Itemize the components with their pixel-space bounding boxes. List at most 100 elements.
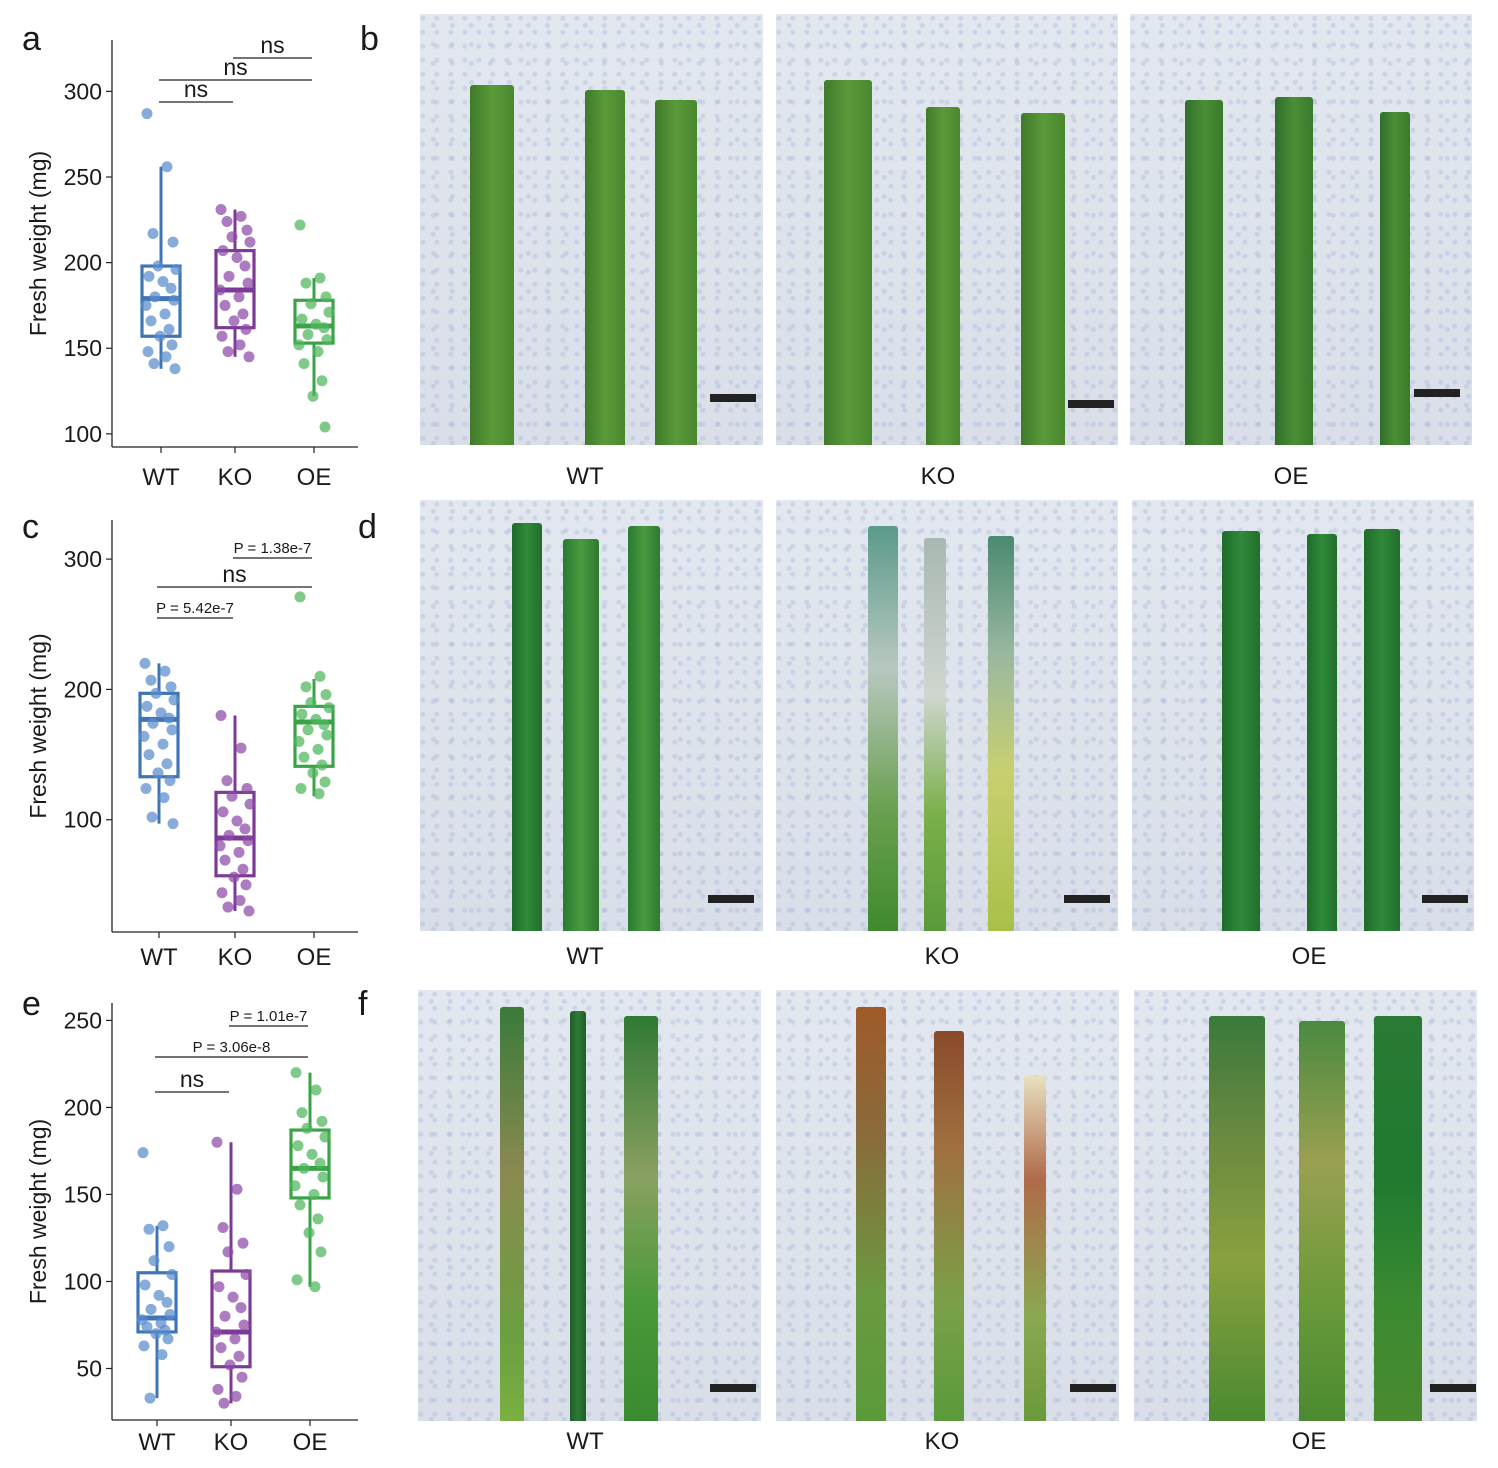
data-point [161, 758, 173, 770]
data-point [236, 1371, 248, 1383]
data-point [138, 730, 150, 742]
data-point [241, 224, 253, 236]
data-point [163, 323, 175, 335]
data-point [156, 1349, 168, 1361]
data-point [147, 717, 159, 729]
data-point [296, 708, 308, 720]
y-axis-label: Fresh weight (mg) [25, 1119, 51, 1304]
data-point [150, 1328, 162, 1340]
y-tick-label: 200 [64, 1094, 102, 1120]
data-point [157, 275, 169, 287]
photo-b-ko [776, 14, 1118, 445]
data-point [141, 108, 153, 120]
data-point [223, 829, 235, 841]
data-point [308, 1188, 320, 1200]
data-point [240, 323, 252, 335]
photo-f-wt [418, 990, 761, 1421]
data-point [319, 776, 331, 788]
photo-d-wt [420, 500, 763, 931]
data-point [294, 1199, 306, 1211]
significance-label: P = 1.01e-7 [230, 1008, 308, 1025]
data-point [243, 351, 255, 363]
y-tick-label: 150 [64, 1181, 102, 1207]
data-point [314, 272, 326, 284]
y-tick-label: 300 [64, 546, 102, 572]
data-point [159, 308, 171, 320]
data-point [293, 736, 305, 748]
x-tick-label: KO [214, 1429, 249, 1456]
data-point [310, 1084, 322, 1096]
data-point [309, 1281, 321, 1293]
data-point [300, 277, 312, 289]
photo-label-b-ko: KO [920, 463, 956, 490]
data-point [292, 1140, 304, 1152]
photo-label-f-ko: KO [924, 1428, 960, 1455]
data-point [307, 767, 319, 779]
data-point [215, 1342, 227, 1354]
scale-bar [1064, 895, 1110, 903]
data-point [143, 749, 155, 761]
data-point [302, 724, 314, 736]
data-point [152, 260, 164, 272]
panel-letter-c: c [22, 508, 39, 546]
photo-f-ko [776, 990, 1119, 1421]
data-point [316, 759, 328, 771]
data-point [223, 270, 235, 282]
y-axis-label: Fresh weight (mg) [25, 151, 51, 336]
x-tick-label: WT [140, 944, 178, 971]
data-point [153, 1289, 165, 1301]
data-point [219, 299, 231, 311]
data-point [152, 767, 164, 779]
data-point [234, 895, 246, 907]
data-point [227, 1291, 239, 1303]
data-point [217, 1222, 229, 1234]
data-point [229, 1333, 241, 1345]
data-point [290, 1067, 302, 1079]
data-point [142, 346, 154, 358]
data-point [139, 1279, 151, 1291]
x-tick-label: WT [138, 1429, 176, 1456]
data-point [215, 709, 227, 721]
data-point [237, 308, 249, 320]
data-point [219, 1310, 231, 1322]
data-point [166, 339, 178, 351]
data-point [293, 339, 305, 351]
x-tick-label: OE [297, 944, 332, 971]
data-point [230, 1390, 242, 1402]
data-point [147, 228, 159, 240]
data-point [315, 1246, 327, 1258]
data-point [235, 742, 247, 754]
data-point [163, 712, 175, 724]
data-point [237, 863, 249, 875]
data-point [314, 670, 326, 682]
boxplot-c: 100 200 300 Fresh weight (mg) WT KO OE P = 5.42… [25, 520, 358, 971]
data-point [143, 1223, 155, 1235]
photo-label-b-oe: OE [1273, 463, 1309, 490]
data-point [306, 1148, 318, 1160]
data-point [166, 1269, 178, 1281]
data-point [159, 665, 171, 677]
y-tick-label: 150 [64, 335, 102, 361]
data-point [217, 245, 229, 257]
data-point [145, 674, 157, 686]
y-axis-label: Fresh weight (mg) [25, 633, 51, 818]
data-point [215, 204, 227, 216]
data-point [313, 788, 325, 800]
photo-label-d-ko: KO [924, 943, 960, 970]
photo-b-oe [1130, 14, 1472, 445]
data-point [319, 1131, 331, 1143]
data-point [164, 775, 176, 787]
y-tick-label: 200 [64, 250, 102, 276]
data-point [316, 1115, 328, 1127]
data-point [145, 315, 157, 327]
panel-letter-a: a [22, 20, 41, 58]
significance-label: ns [260, 32, 284, 58]
y-tick-label: 50 [76, 1355, 102, 1381]
data-point [312, 1213, 324, 1225]
y-tick-label: 300 [64, 78, 102, 104]
y-tick-label: 250 [64, 1007, 102, 1033]
data-point [218, 1397, 230, 1409]
data-point [216, 887, 228, 899]
data-point [305, 696, 317, 708]
data-point [141, 700, 153, 712]
